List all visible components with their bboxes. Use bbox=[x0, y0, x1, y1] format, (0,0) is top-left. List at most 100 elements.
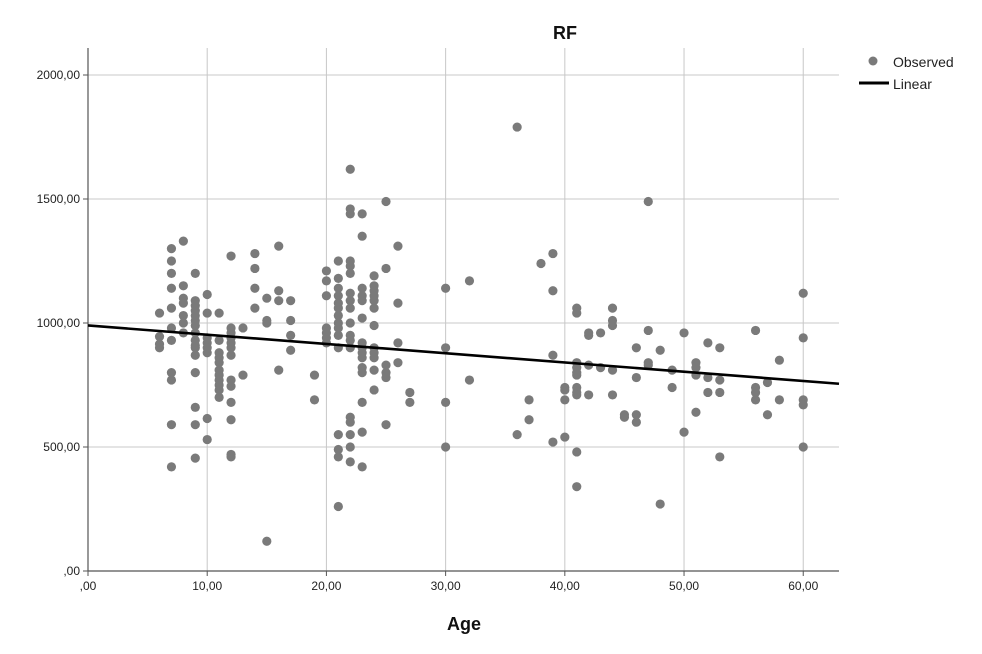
data-point bbox=[333, 303, 343, 313]
legend-linear-label: Linear bbox=[893, 76, 932, 92]
data-point bbox=[512, 430, 522, 440]
data-point bbox=[214, 335, 224, 345]
data-point bbox=[250, 283, 260, 293]
data-point bbox=[572, 482, 582, 492]
data-point bbox=[715, 375, 725, 385]
y-tick-label: ,00 bbox=[63, 564, 80, 578]
data-point bbox=[572, 370, 582, 380]
data-point bbox=[321, 266, 332, 276]
data-point bbox=[166, 462, 177, 472]
data-point bbox=[166, 244, 177, 254]
data-point bbox=[405, 387, 415, 398]
data-point bbox=[393, 358, 403, 368]
data-point bbox=[715, 343, 725, 353]
linear-fit bbox=[87, 324, 840, 386]
data-point bbox=[631, 410, 641, 420]
data-point bbox=[357, 353, 367, 363]
data-point bbox=[321, 276, 332, 286]
data-point bbox=[441, 442, 451, 452]
data-point bbox=[321, 291, 332, 301]
data-point bbox=[333, 273, 343, 283]
data-point bbox=[607, 320, 618, 331]
data-point bbox=[178, 318, 188, 328]
data-point bbox=[178, 310, 188, 321]
data-point bbox=[166, 375, 177, 385]
data-point bbox=[631, 372, 641, 383]
data-point bbox=[643, 360, 653, 370]
data-point bbox=[524, 415, 534, 425]
data-point bbox=[166, 335, 177, 345]
data-point bbox=[548, 248, 558, 259]
data-point bbox=[524, 395, 534, 405]
legend-observed-marker bbox=[868, 56, 878, 66]
y-tick-label: 500,00 bbox=[43, 440, 80, 454]
data-point bbox=[345, 303, 355, 313]
data-point bbox=[154, 332, 165, 342]
data-point bbox=[274, 286, 284, 296]
data-point bbox=[679, 427, 689, 437]
data-point bbox=[381, 372, 391, 383]
data-point bbox=[655, 499, 665, 509]
data-point bbox=[345, 268, 355, 278]
data-point bbox=[560, 395, 570, 405]
data-point bbox=[190, 420, 200, 430]
data-point bbox=[655, 345, 665, 355]
axes bbox=[83, 48, 839, 576]
data-point bbox=[333, 444, 343, 455]
data-point bbox=[345, 457, 355, 467]
data-point bbox=[715, 452, 725, 462]
data-point bbox=[393, 241, 403, 251]
data-point bbox=[190, 453, 200, 463]
data-point bbox=[750, 395, 761, 405]
data-point bbox=[774, 395, 784, 405]
data-point bbox=[345, 442, 355, 452]
data-point bbox=[333, 452, 343, 462]
data-point bbox=[226, 350, 236, 360]
data-point bbox=[154, 308, 165, 318]
data-point bbox=[202, 434, 212, 445]
data-point bbox=[333, 323, 343, 333]
x-tick-label: 40,00 bbox=[550, 579, 580, 593]
data-point bbox=[464, 375, 475, 385]
data-point bbox=[238, 323, 248, 333]
data-point bbox=[631, 343, 641, 353]
data-point bbox=[643, 196, 653, 207]
data-point bbox=[667, 382, 677, 393]
data-point bbox=[703, 372, 713, 383]
data-point bbox=[333, 256, 343, 266]
data-point bbox=[166, 256, 177, 266]
data-point bbox=[178, 298, 188, 308]
data-point bbox=[369, 271, 379, 281]
data-point bbox=[798, 288, 808, 298]
data-point bbox=[393, 338, 403, 348]
data-point bbox=[357, 313, 367, 323]
data-point bbox=[286, 315, 296, 326]
data-point bbox=[250, 248, 260, 259]
chart-title: RF bbox=[553, 23, 577, 43]
data-point bbox=[202, 289, 212, 300]
data-point bbox=[381, 360, 391, 370]
data-point bbox=[798, 333, 808, 343]
data-point bbox=[750, 387, 761, 398]
data-point bbox=[357, 462, 367, 472]
x-tick-label: ,00 bbox=[80, 579, 97, 593]
y-tick-labels: ,00 500,00 1000,00 1500,00 2000,00 bbox=[37, 68, 81, 578]
data-point bbox=[607, 390, 618, 400]
data-point bbox=[679, 328, 689, 338]
data-point bbox=[381, 263, 391, 274]
x-tick-label: 50,00 bbox=[669, 579, 699, 593]
data-point bbox=[262, 318, 272, 328]
data-point bbox=[202, 413, 212, 424]
data-point bbox=[226, 251, 236, 261]
data-point bbox=[774, 355, 784, 365]
data-point bbox=[190, 402, 200, 412]
data-point bbox=[202, 348, 212, 358]
data-point bbox=[345, 288, 355, 298]
y-tick-label: 1500,00 bbox=[37, 192, 81, 206]
data-point bbox=[357, 427, 367, 437]
data-point bbox=[154, 339, 165, 349]
data-point bbox=[262, 293, 272, 303]
data-point bbox=[369, 385, 379, 395]
data-point bbox=[333, 501, 343, 512]
